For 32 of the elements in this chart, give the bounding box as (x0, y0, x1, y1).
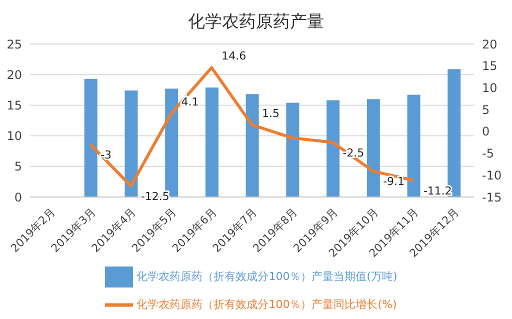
data-label: 1.5 (262, 106, 280, 120)
bar (366, 99, 380, 197)
bar (407, 94, 420, 197)
y-tick-label: 0 (14, 190, 22, 204)
bar (286, 102, 300, 197)
bar (124, 90, 138, 197)
y-tick-label: 25 (6, 37, 22, 52)
chart-title: 化学农药原药产量 (187, 11, 325, 34)
data-label: -3 (100, 148, 112, 162)
y2-tick-label: 15 (482, 59, 498, 74)
y2-tick-label: 0 (482, 124, 490, 139)
data-label: 4.1 (181, 96, 199, 109)
data-label: 14.6 (222, 50, 246, 63)
legend-label: 化学农药原药（折有效成分100％）产量同比增长(%) (136, 298, 397, 312)
line-series (89, 66, 415, 188)
bar (205, 87, 218, 197)
y-tick-label: 15 (6, 98, 22, 112)
y-tick-label: 10 (6, 129, 22, 144)
bar (84, 78, 98, 197)
data-label: -12.5 (140, 190, 170, 204)
y2-tick-label: 10 (482, 80, 498, 95)
y2-tick-label: 5 (482, 102, 490, 117)
y2-tick-label: -5 (482, 146, 494, 161)
bar (326, 100, 340, 197)
y2-tick-label: -10 (482, 168, 502, 182)
y2-tick-label: 20 (482, 37, 498, 52)
legend-label: 化学农药原药（折有效成分100％）产量当期值(万吨) (136, 270, 398, 284)
y-tick-label: 5 (14, 160, 22, 174)
y2-tick-label: -15 (482, 190, 502, 204)
y-tick-label: 20 (6, 68, 22, 82)
bar (246, 94, 259, 197)
data-label: -9.1 (383, 175, 405, 188)
